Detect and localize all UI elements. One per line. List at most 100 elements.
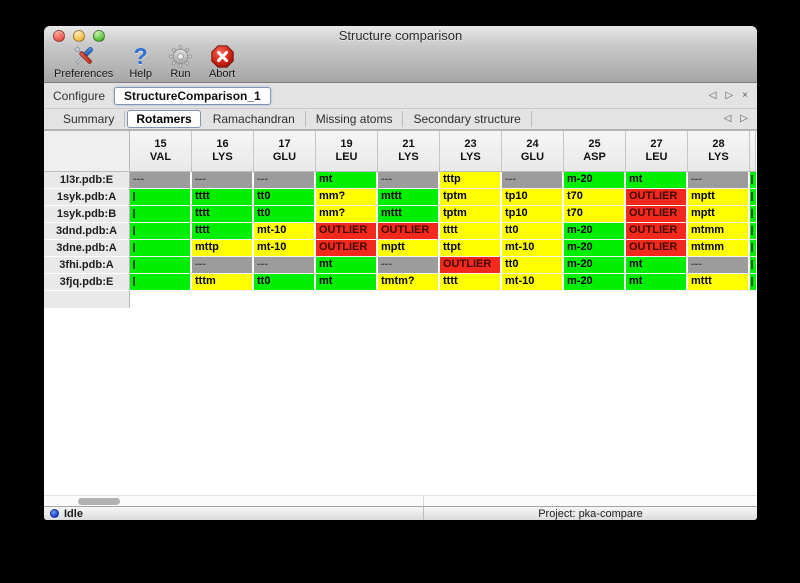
rotamer-cell[interactable]: ttpt [440,240,502,257]
rotamer-cell[interactable]: --- [130,172,192,189]
rotamer-cell[interactable]: mt-10 [502,240,564,257]
row-label[interactable]: 1syk.pdb:B [44,206,130,223]
zoom-window-button[interactable] [93,30,105,42]
rotamer-cell[interactable]: --- [192,257,254,274]
rotamer-cell[interactable]: mt-10 [502,274,564,291]
rotamer-cell[interactable]: --- [378,257,440,274]
preferences-button[interactable]: Preferences [54,43,113,80]
close-window-button[interactable] [53,30,65,42]
next-arrow-icon[interactable]: ▷ [725,89,734,101]
rotamer-cell[interactable]: m-20 [564,274,626,291]
rotamer-cell[interactable]: OUTLIER [316,240,378,257]
rotamer-cell[interactable]: mptt [688,189,750,206]
rotamer-cell[interactable]: mt [316,274,378,291]
rotamer-cell[interactable]: tptm [440,206,502,223]
rotamer-cell[interactable]: mt-10 [254,240,316,257]
help-button[interactable]: ? Help [129,43,152,80]
rotamer-cell[interactable] [130,189,192,206]
rotamer-cell[interactable]: mt [626,172,688,189]
rotamer-cell[interactable] [130,257,192,274]
rotamer-cell[interactable]: m-20 [564,223,626,240]
tab-ramachandran[interactable]: Ramachandran [203,111,306,127]
rotamer-cell[interactable]: mttt [378,206,440,223]
rotamer-cell[interactable] [130,206,192,223]
configure-tab[interactable]: StructureComparison_1 [114,86,271,105]
prev-arrow-icon[interactable]: ◁ [708,89,717,101]
rotamer-cell[interactable]: mm? [316,189,378,206]
rotamer-cell[interactable]: OUTLIER [378,223,440,240]
rotamer-cell[interactable]: mt [626,257,688,274]
rotamer-cell[interactable]: mt [626,274,688,291]
rotamer-cell[interactable]: tttp [440,172,502,189]
rotamer-cell[interactable]: mttp [192,240,254,257]
rotamer-cell[interactable] [130,223,192,240]
rotamer-cell[interactable]: --- [502,172,564,189]
rotamer-cell[interactable]: mt-10 [254,223,316,240]
rotamer-cell[interactable]: mptt [378,240,440,257]
rotamer-cell[interactable]: tttt [192,223,254,240]
minimize-window-button[interactable] [73,30,85,42]
row-label[interactable]: 1syk.pdb:A [44,189,130,206]
rotamer-cell[interactable] [130,240,192,257]
rotamer-cell[interactable]: tttt [192,189,254,206]
column-header-21[interactable]: 21 LYS [378,131,440,172]
rotamer-cell[interactable]: mt [316,172,378,189]
rotamer-cell[interactable]: tptm [440,189,502,206]
column-header-24[interactable]: 24 GLU [502,131,564,172]
rotamer-cell[interactable]: tttt [440,223,502,240]
rotamer-cell[interactable]: t70 [564,189,626,206]
rotamer-cell[interactable]: mttt [688,274,750,291]
row-label[interactable]: 3fhi.pdb:A [44,257,130,274]
tab-rotamers[interactable]: Rotamers [127,110,201,128]
rotamer-cell[interactable]: tt0 [254,274,316,291]
tab-summary[interactable]: Summary [53,111,126,127]
rotamer-cell[interactable]: tttt [440,274,502,291]
rotamer-cell[interactable]: OUTLIER [626,189,688,206]
rotamer-cell[interactable] [130,274,192,291]
rotamer-cell[interactable]: OUTLIER [626,223,688,240]
run-button[interactable]: Run [168,43,193,80]
rotamer-cell[interactable]: tt0 [254,206,316,223]
column-header-27[interactable]: 27 LEU [626,131,688,172]
rotamer-cell[interactable]: tt0 [502,223,564,240]
rotamer-cell[interactable]: tp10 [502,189,564,206]
abort-button[interactable]: Abort [209,43,235,80]
rotamer-cell[interactable]: tt0 [502,257,564,274]
close-icon[interactable]: × [742,89,748,101]
rotamer-cell[interactable]: OUTLIER [626,240,688,257]
rotamer-cell[interactable]: mttt [378,189,440,206]
title-bar[interactable]: Structure comparison [44,26,757,45]
rotamer-cell[interactable]: --- [688,172,750,189]
rotamer-cell[interactable]: tt0 [254,189,316,206]
next-arrow-icon[interactable]: ▷ [740,113,748,124]
rotamer-cell[interactable]: tttm [192,274,254,291]
rotamer-cell[interactable]: --- [254,257,316,274]
rotamer-cell[interactable]: --- [254,172,316,189]
tab-missing-atoms[interactable]: Missing atoms [306,111,404,127]
tab-secondary-structure[interactable]: Secondary structure [403,111,532,127]
rotamer-cell[interactable]: tmtm? [378,274,440,291]
column-header-19[interactable]: 19 LEU [316,131,378,172]
rotamer-cell[interactable]: mptt [688,206,750,223]
rotamer-cell[interactable]: OUTLIER [440,257,502,274]
rotamer-cell[interactable]: --- [688,257,750,274]
column-header-25[interactable]: 25 ASP [564,131,626,172]
rotamer-cell[interactable]: mtmm [688,240,750,257]
rotamer-cell[interactable]: --- [192,172,254,189]
prev-arrow-icon[interactable]: ◁ [723,113,732,124]
row-label[interactable]: 3fjq.pdb:E [44,274,130,291]
rotamer-cell[interactable]: m-20 [564,240,626,257]
row-label[interactable]: 3dnd.pdb:A [44,223,130,240]
column-header-16[interactable]: 16 LYS [192,131,254,172]
rotamer-cell[interactable]: OUTLIER [316,223,378,240]
rotamer-cell[interactable]: tp10 [502,206,564,223]
rotamer-cell[interactable]: mtmm [688,223,750,240]
rotamer-cell[interactable]: m-20 [564,172,626,189]
column-header-23[interactable]: 23 LYS [440,131,502,172]
rotamer-cell[interactable]: mt [316,257,378,274]
scrollbar-thumb[interactable] [78,498,120,505]
horizontal-scrollbar[interactable] [44,495,757,506]
column-header-15[interactable]: 15 VAL [130,131,192,172]
rotamer-cell[interactable]: mm? [316,206,378,223]
rotamer-cell[interactable]: OUTLIER [626,206,688,223]
